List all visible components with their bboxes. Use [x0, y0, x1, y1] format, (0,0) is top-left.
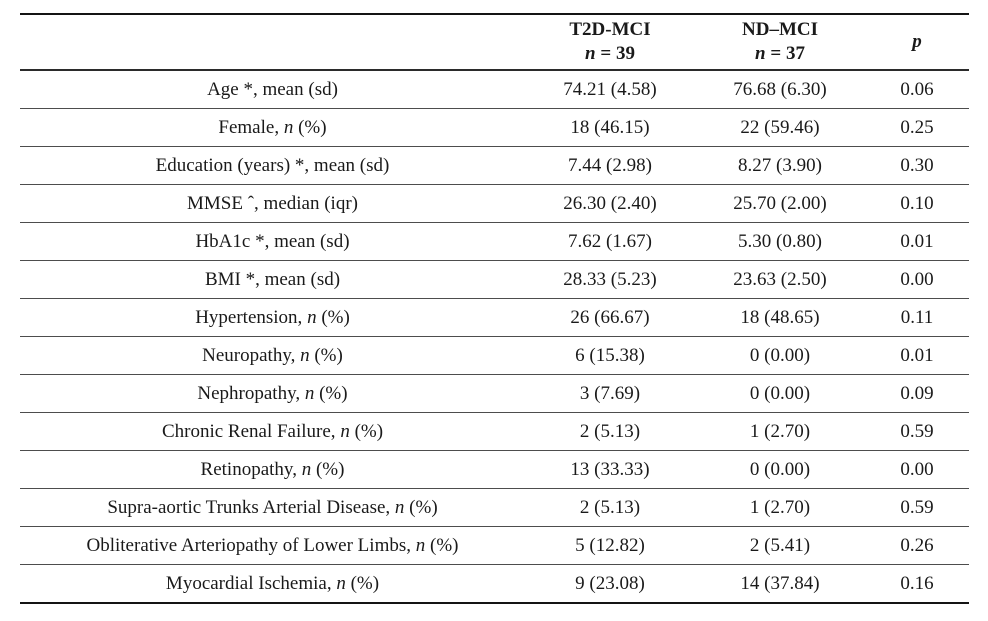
p-value-cell: 0.01 — [865, 222, 969, 261]
header-nd-n-symbol: n — [755, 43, 766, 64]
table-row-obliterative-arteriopathy: Obliterative Arteriopathy of Lower Limbs… — [20, 526, 969, 565]
table-row-nephropathy: Nephropathy, n (%) 3 (7.69) 0 (0.00) 0.0… — [20, 374, 969, 413]
nd-value-cell: 14 (37.84) — [740, 572, 820, 594]
row-label: Female, n (%) — [20, 108, 525, 147]
t2d-value-cell: 5 (12.82) — [525, 526, 695, 565]
header-t2d-n-symbol: n — [585, 43, 596, 64]
table-row-chronic-renal-failure: Chronic Renal Failure, n (%) 2 (5.13) 1 … — [20, 412, 969, 451]
t2d-value-cell: 2 (5.13) — [525, 488, 695, 527]
table-row-retinopathy: Retinopathy, n (%) 13 (33.33) 0 (0.00) 0… — [20, 450, 969, 489]
t2d-value-cell: 7.44 (2.98) — [525, 146, 695, 185]
header-p-value: p — [865, 14, 969, 71]
row-label: Myocardial Ischemia, n (%) — [165, 572, 380, 594]
table-row-female: Female, n (%) 18 (46.15) 22 (59.46) 0.25 — [20, 108, 969, 147]
row-label: Age *, mean (sd) — [20, 70, 525, 109]
header-row: T2D-MCI n = 39 ND–MCI n = 37 p — [20, 14, 969, 71]
nd-value-cell: 0 (0.00) — [695, 450, 865, 489]
table-row-hypertension: Hypertension, n (%) 26 (66.67) 18 (48.65… — [20, 298, 969, 337]
row-label: Chronic Renal Failure, n (%) — [20, 412, 525, 451]
header-t2d-group-name: T2D-MCI — [569, 19, 651, 40]
row-label: Retinopathy, n (%) — [20, 450, 525, 489]
nd-value-cell: 2 (5.41) — [695, 526, 865, 565]
t2d-value-cell: 26 (66.67) — [525, 298, 695, 337]
header-nd-sample-size: n = 37 — [695, 42, 865, 66]
t2d-value-cell: 7.62 (1.67) — [525, 222, 695, 261]
characteristics-table: T2D-MCI n = 39 ND–MCI n = 37 p Age *, me… — [20, 13, 969, 604]
row-label: MMSE ˆ, median (iqr) — [20, 184, 525, 223]
p-value-cell: 0.26 — [865, 526, 969, 565]
nd-value-cell: 76.68 (6.30) — [695, 70, 865, 109]
header-nd-n-value: = 37 — [765, 43, 805, 64]
t2d-value-cell: 28.33 (5.23) — [525, 260, 695, 299]
header-t2d-mci: T2D-MCI n = 39 — [525, 14, 695, 71]
p-value-cell: 0.16 — [900, 572, 934, 594]
t2d-value-cell: 26.30 (2.40) — [525, 184, 695, 223]
row-label: HbA1c *, mean (sd) — [20, 222, 525, 261]
nd-value-cell: 5.30 (0.80) — [695, 222, 865, 261]
row-label: Nephropathy, n (%) — [20, 374, 525, 413]
t2d-value-cell: 9 (23.08) — [575, 572, 645, 594]
table-row-myocardial-ischemia: Myocardial Ischemia, n (%) 9 (23.08) 14 … — [20, 565, 969, 604]
header-nd-group-name: ND–MCI — [742, 19, 818, 40]
nd-value-cell: 22 (59.46) — [695, 108, 865, 147]
p-value-cell: 0.59 — [865, 412, 969, 451]
header-t2d-sample-size: n = 39 — [525, 42, 695, 66]
row-label: BMI *, mean (sd) — [20, 260, 525, 299]
p-value-cell: 0.00 — [865, 260, 969, 299]
nd-value-cell: 1 (2.70) — [695, 412, 865, 451]
table-row-age: Age *, mean (sd) 74.21 (4.58) 76.68 (6.3… — [20, 70, 969, 109]
header-p-symbol: p — [912, 31, 922, 52]
p-value-cell: 0.30 — [865, 146, 969, 185]
header-nd-mci: ND–MCI n = 37 — [695, 14, 865, 71]
p-value-cell: 0.59 — [865, 488, 969, 527]
p-value-cell: 0.10 — [865, 184, 969, 223]
t2d-value-cell: 3 (7.69) — [525, 374, 695, 413]
row-label: Education (years) *, mean (sd) — [20, 146, 525, 185]
p-value-cell: 0.00 — [865, 450, 969, 489]
table-row-bmi: BMI *, mean (sd) 28.33 (5.23) 23.63 (2.5… — [20, 260, 969, 299]
table-row-supra-aortic-trunks: Supra-aortic Trunks Arterial Disease, n … — [20, 488, 969, 527]
row-label: Supra-aortic Trunks Arterial Disease, n … — [20, 488, 525, 527]
row-label: Hypertension, n (%) — [20, 298, 525, 337]
p-value-cell: 0.25 — [865, 108, 969, 147]
table-row-hba1c: HbA1c *, mean (sd) 7.62 (1.67) 5.30 (0.8… — [20, 222, 969, 261]
header-label-column — [20, 14, 525, 71]
nd-value-cell: 0 (0.00) — [695, 374, 865, 413]
p-value-cell: 0.06 — [865, 70, 969, 109]
row-label: Obliterative Arteriopathy of Lower Limbs… — [20, 526, 525, 565]
t2d-value-cell: 6 (15.38) — [525, 336, 695, 375]
t2d-value-cell: 13 (33.33) — [525, 450, 695, 489]
table-row-education: Education (years) *, mean (sd) 7.44 (2.9… — [20, 146, 969, 185]
p-value-cell: 0.01 — [865, 336, 969, 375]
table-row-neuropathy: Neuropathy, n (%) 6 (15.38) 0 (0.00) 0.0… — [20, 336, 969, 375]
p-value-cell: 0.11 — [865, 298, 969, 337]
nd-value-cell: 1 (2.70) — [695, 488, 865, 527]
table-row-mmse: MMSE ˆ, median (iqr) 26.30 (2.40) 25.70 … — [20, 184, 969, 223]
nd-value-cell: 25.70 (2.00) — [695, 184, 865, 223]
p-value-cell: 0.09 — [865, 374, 969, 413]
row-label: Neuropathy, n (%) — [20, 336, 525, 375]
t2d-value-cell: 74.21 (4.58) — [525, 70, 695, 109]
nd-value-cell: 18 (48.65) — [695, 298, 865, 337]
t2d-value-cell: 2 (5.13) — [525, 412, 695, 451]
t2d-value-cell: 18 (46.15) — [525, 108, 695, 147]
nd-value-cell: 8.27 (3.90) — [695, 146, 865, 185]
nd-value-cell: 0 (0.00) — [695, 336, 865, 375]
header-t2d-n-value: = 39 — [595, 43, 635, 64]
nd-value-cell: 23.63 (2.50) — [695, 260, 865, 299]
